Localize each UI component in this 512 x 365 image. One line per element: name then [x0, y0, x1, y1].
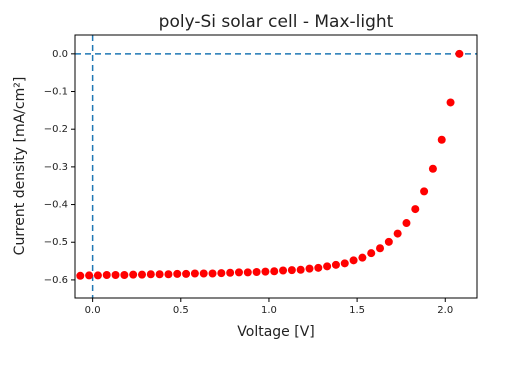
data-point — [243, 268, 252, 277]
data-point — [402, 219, 411, 228]
data-point — [85, 271, 94, 280]
data-point — [393, 229, 402, 238]
data-point — [164, 270, 173, 279]
data-point — [155, 270, 164, 279]
data-point — [217, 269, 226, 278]
data-point — [437, 135, 446, 144]
y-tick-label: −0.1 — [44, 87, 68, 98]
data-point — [323, 262, 332, 271]
data-point — [129, 270, 138, 279]
data-point — [93, 271, 102, 280]
data-point — [111, 271, 120, 280]
data-point — [331, 260, 340, 269]
data-point — [455, 49, 464, 58]
data-point — [296, 265, 305, 274]
data-point — [182, 269, 191, 278]
data-point — [252, 268, 261, 277]
data-point — [305, 264, 314, 273]
data-point — [358, 253, 367, 262]
data-point — [376, 244, 385, 253]
y-tick-label: −0.2 — [44, 124, 68, 135]
data-point — [349, 256, 358, 265]
x-tick-label: 1.5 — [349, 305, 365, 316]
data-point — [446, 98, 455, 107]
data-point — [208, 269, 217, 278]
data-point — [287, 266, 296, 275]
y-tick-label: −0.4 — [44, 200, 68, 211]
data-point — [138, 270, 146, 279]
y-tick-label: 0.0 — [52, 49, 68, 60]
data-point — [384, 237, 393, 246]
x-tick-label: 0.0 — [85, 305, 101, 316]
data-point — [367, 249, 376, 258]
plot-frame — [74, 34, 478, 299]
data-point — [234, 268, 243, 277]
y-tick-label: −0.3 — [44, 162, 68, 173]
data-point — [76, 271, 85, 280]
data-point — [120, 271, 129, 280]
data-point — [226, 268, 235, 277]
y-tick-label: −0.6 — [44, 275, 68, 286]
data-point — [270, 267, 279, 276]
data-point — [190, 269, 199, 278]
data-point — [428, 164, 437, 173]
x-tick-label: 2.0 — [437, 305, 453, 316]
x-tick-label: 1.0 — [261, 305, 277, 316]
x-axis-label: Voltage [V] — [237, 324, 314, 340]
data-point — [411, 205, 420, 214]
y-axis-label: Current density [mA/cm²] — [12, 77, 28, 256]
data-point — [102, 271, 111, 280]
data-point — [420, 187, 429, 196]
x-tick-label: 0.5 — [173, 305, 189, 316]
chart-title: poly-Si solar cell - Max-light — [159, 12, 394, 32]
data-point — [146, 270, 155, 279]
data-point — [279, 266, 288, 275]
data-point — [261, 267, 270, 276]
data-point — [199, 269, 208, 278]
data-point — [340, 259, 349, 268]
y-tick-label: −0.5 — [44, 237, 68, 248]
data-point — [173, 269, 182, 278]
data-point — [314, 263, 323, 272]
